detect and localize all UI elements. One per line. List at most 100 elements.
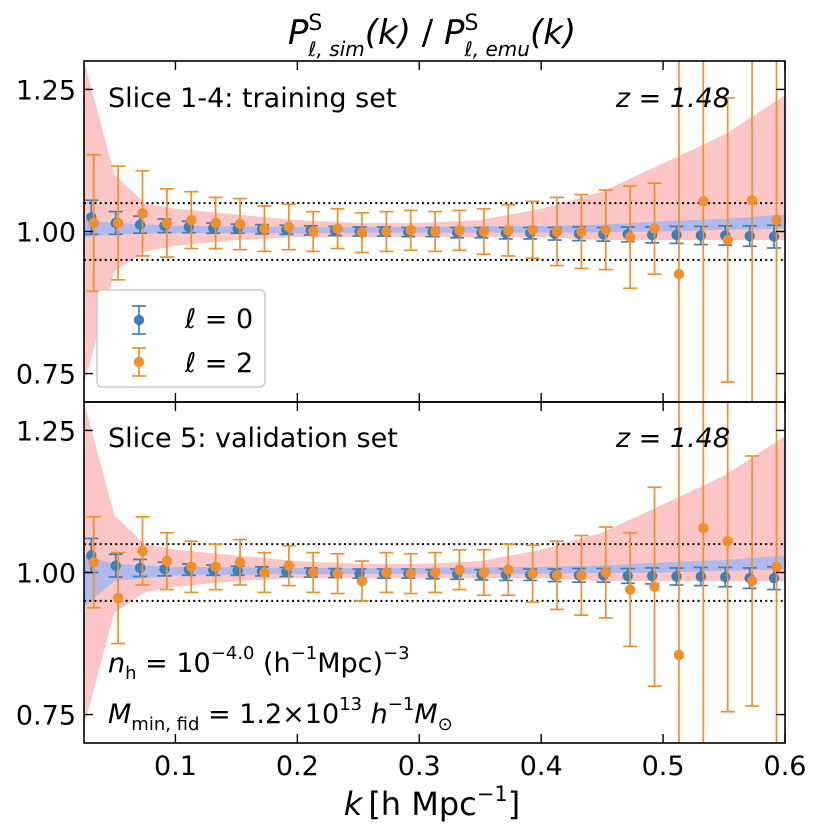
bottom-panel: Slice 5: validation set z = 1.48 nh = 10…: [83, 401, 786, 744]
point-1-16: [478, 226, 490, 237]
point-1-26: [722, 536, 733, 547]
point-1-5: [210, 561, 221, 573]
nh-annotation: nh = 10−4.0 (h−1Mpc)−3: [108, 643, 410, 684]
point-1-24: [673, 649, 685, 661]
point-1-25: [698, 196, 709, 207]
y-tick-label-1-2: 1.25: [16, 416, 76, 447]
legend-dot: [133, 314, 145, 326]
point-1-0: [88, 217, 99, 229]
mmin-annotation: Mmin, fid = 1.2×1013 h−1M⊙: [108, 694, 453, 735]
point-0-22: [622, 570, 633, 582]
point-1-11: [356, 227, 368, 238]
point-1-10: [332, 223, 343, 234]
title-num-symbol: P: [288, 13, 309, 53]
point-1-12: [381, 226, 392, 237]
point-1-15: [454, 564, 465, 575]
x-tick-label-5: 0.6: [764, 751, 807, 782]
title-den-sub: ℓ, emu: [464, 37, 530, 61]
title-num-sup: S: [308, 11, 322, 36]
top-series: [84, 61, 782, 402]
y-tick-label-1-0: 0.75: [16, 701, 76, 732]
legend-label-l0: ℓ = 0: [184, 304, 253, 335]
x-tick-label-3: 0.4: [520, 751, 563, 782]
x-tick-label-4: 0.5: [642, 751, 685, 782]
point-1-2: [137, 545, 148, 557]
point-1-5: [210, 217, 221, 229]
bottom-reference-lines: [84, 543, 785, 602]
title-sep: /: [411, 13, 444, 53]
title-den-sup: S: [465, 11, 479, 36]
top-reference-lines: [84, 202, 785, 261]
point-1-14: [429, 226, 441, 237]
legend-marker-l2: [132, 347, 146, 377]
point-1-20: [576, 226, 587, 237]
y-tick-label-0-2: 1.25: [16, 75, 76, 106]
point-1-9: [307, 567, 319, 578]
point-1-19: [551, 226, 563, 237]
point-1-3: [161, 555, 173, 567]
top-slice-label: Slice 1-4: training set: [108, 83, 396, 114]
point-1-21: [600, 567, 611, 578]
chart-title: PS ℓ, sim(k) / PS ℓ, emu(k): [288, 11, 576, 61]
point-1-21: [600, 224, 611, 235]
point-1-11: [356, 575, 368, 587]
point-1-1: [112, 217, 124, 229]
point-1-8: [283, 560, 295, 571]
point-0-26: [720, 571, 731, 583]
point-1-14: [429, 567, 441, 578]
point-1-13: [405, 568, 416, 579]
bottom-slice-label: Slice 5: validation set: [108, 423, 398, 454]
point-1-19: [551, 570, 563, 581]
point-1-10: [332, 568, 343, 579]
point-1-17: [503, 564, 514, 575]
point-0-24: [671, 571, 682, 582]
point-1-23: [649, 581, 660, 592]
point-0-2: [134, 219, 146, 230]
point-1-0: [88, 557, 99, 568]
point-1-4: [186, 214, 197, 226]
top-redshift-label: z = 1.48: [615, 83, 730, 114]
title-num-arg: (k): [365, 13, 411, 53]
point-0-24: [671, 229, 682, 241]
point-1-22: [624, 231, 636, 243]
point-1-18: [527, 224, 538, 235]
point-1-23: [649, 223, 660, 234]
point-0-28: [768, 231, 780, 242]
point-1-12: [381, 567, 392, 578]
point-1-27: [746, 195, 758, 206]
point-1-24: [673, 268, 685, 280]
point-1-3: [161, 217, 173, 229]
point-1-28: [771, 561, 782, 573]
point-1-2: [137, 208, 148, 219]
legend-label-l2: ℓ = 2: [184, 348, 253, 379]
point-1-25: [698, 522, 709, 534]
top-panel: Slice 1-4: training set z = 1.48 ℓ = 0 ℓ…: [83, 60, 786, 403]
legend-marker-l0: [132, 305, 146, 335]
point-1-13: [405, 225, 416, 236]
y-tick-label-0-0: 0.75: [16, 360, 76, 391]
legend: ℓ = 0 ℓ = 2: [96, 289, 266, 388]
point-1-27: [746, 575, 758, 587]
point-1-28: [771, 214, 782, 226]
x-tick-label-1: 0.2: [276, 751, 319, 782]
y-tick-labels: 0.75 1.00 1.25 0.75 1.00 1.25: [16, 75, 76, 731]
point-1-16: [478, 567, 490, 578]
x-tick-labels: 0.1 0.2 0.3 0.4 0.5 0.6: [154, 751, 807, 782]
x-tick-label-2: 0.3: [398, 751, 441, 782]
point-1-1: [112, 592, 124, 604]
point-1-22: [624, 584, 636, 595]
point-1-6: [234, 557, 246, 568]
point-1-9: [307, 226, 319, 237]
point-0-28: [768, 572, 780, 584]
point-0-2: [134, 562, 146, 574]
y-tick-label-0-1: 1.00: [16, 218, 76, 249]
point-0-23: [646, 570, 658, 582]
point-0-27: [744, 230, 755, 242]
point-1-20: [576, 570, 587, 581]
point-0-25: [695, 230, 707, 241]
bottom-series: [84, 402, 782, 743]
title-den-arg: (k): [530, 13, 576, 53]
point-0-1: [110, 560, 121, 571]
x-axis-label: k [h Mpc−1]: [344, 782, 520, 823]
